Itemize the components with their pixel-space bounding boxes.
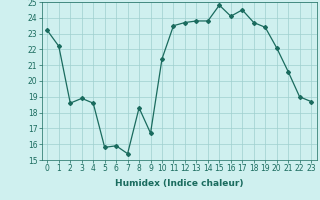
X-axis label: Humidex (Indice chaleur): Humidex (Indice chaleur) bbox=[115, 179, 244, 188]
